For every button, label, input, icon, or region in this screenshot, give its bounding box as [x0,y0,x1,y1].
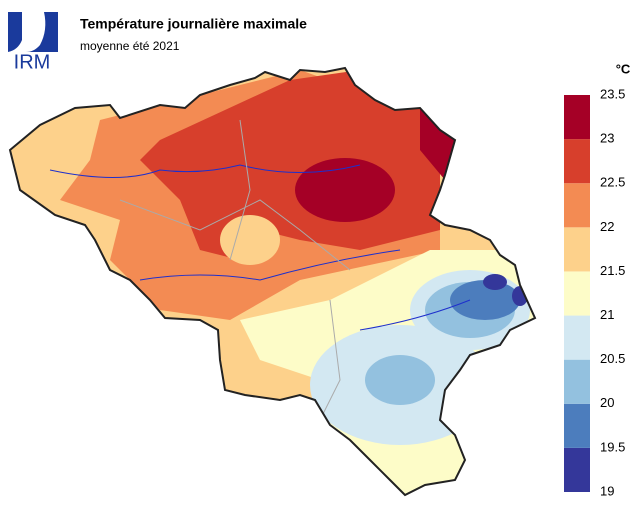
subtitle: moyenne été 2021 [80,39,180,53]
legend-swatch [564,139,590,184]
logo-text: IRM [14,51,51,73]
legend-tick-label: 20 [600,395,614,410]
legend-swatch [564,271,590,316]
map-area [483,274,507,290]
legend-tick-label: 19 [600,483,614,498]
map [10,68,535,495]
legend-tick-label: 23.5 [600,86,625,101]
logo-shape [26,12,58,52]
logo: IRM [8,12,58,73]
river [49,164,471,331]
legend-tick-label: 21 [600,307,614,322]
legend-tick-label: 22.5 [600,175,625,190]
border [119,119,351,421]
legend-swatch [564,403,590,448]
map-area [220,215,280,265]
legend-swatch [564,315,590,360]
map-area [450,280,520,320]
logo-shape [8,12,22,52]
legend-unit: °C [616,61,631,76]
legend-swatch [564,359,590,404]
legend-tick-label: 19.5 [600,439,625,454]
legend-tick-label: 22 [600,219,614,234]
legend-swatch [564,183,590,228]
legend-tick-label: 23 [600,131,614,146]
legend-swatch [564,227,590,272]
title: Température journalière maximale [80,16,307,32]
legend-tick-label: 21.5 [600,263,625,278]
legend-tick-label: 20.5 [600,351,625,366]
map-area [365,355,435,405]
map-area [295,158,395,222]
legend: 19 19.5 20 20.5 21 21.5 22 22.5 23 23.5 [564,86,625,498]
legend-swatch [564,95,590,140]
legend-swatch [564,447,590,492]
